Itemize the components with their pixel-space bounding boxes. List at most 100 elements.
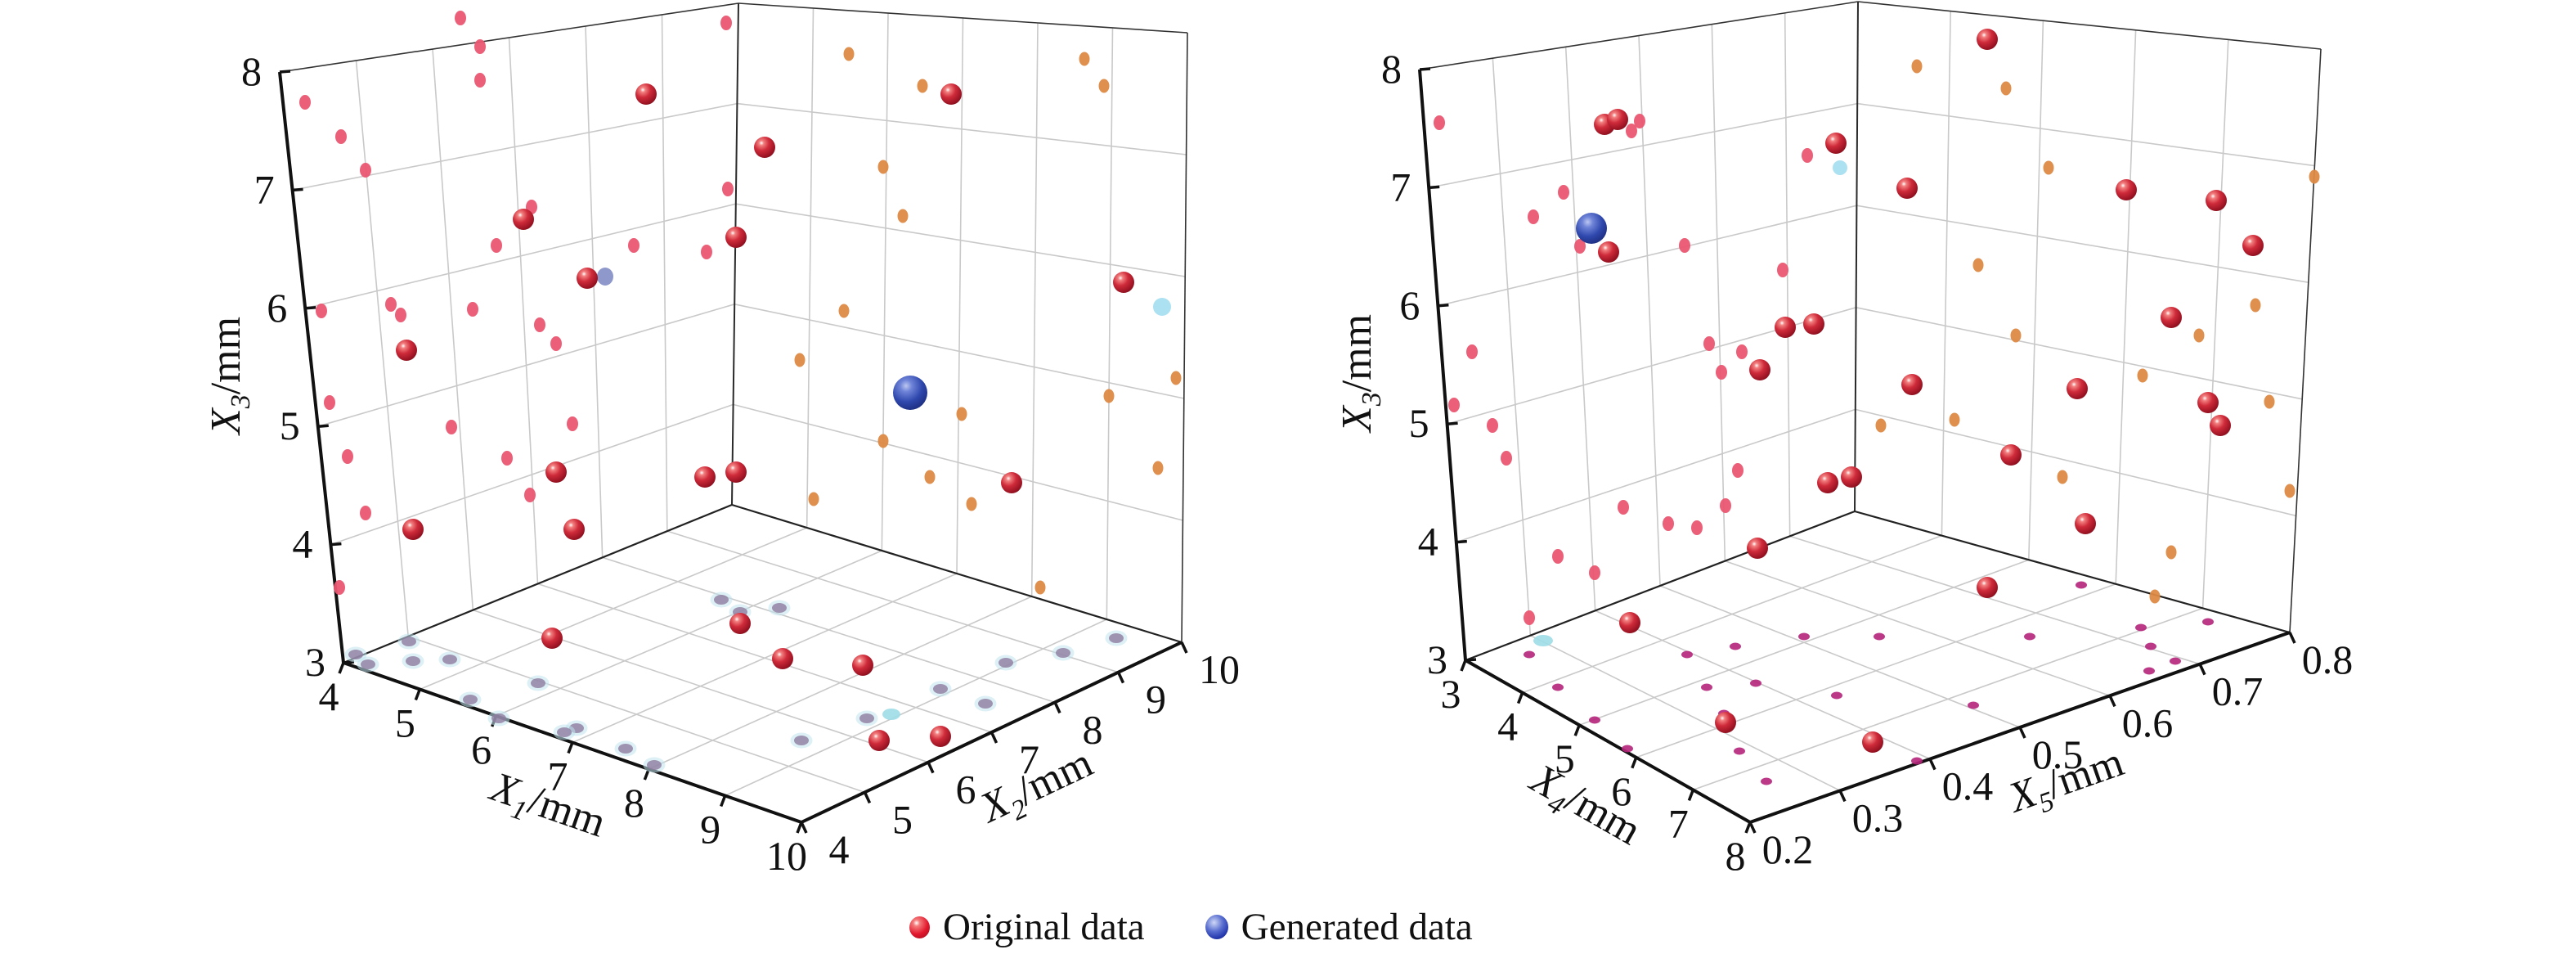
- original-proj-left-wall-point: [550, 336, 562, 351]
- original-proj-floor-point: [1056, 648, 1070, 658]
- original-data-spheres-point: [1825, 133, 1847, 154]
- original-proj-floor-point: [1109, 633, 1124, 643]
- original-proj-left-wall-point: [446, 420, 457, 434]
- grid-line: [330, 403, 734, 546]
- original-proj-right-wall-point: [1079, 52, 1090, 66]
- original-proj-floor-point: [1750, 679, 1761, 687]
- original-data-spheres-point: [1817, 472, 1838, 493]
- original-proj-right-wall-point: [1949, 412, 1960, 427]
- x-tick-label: 6: [471, 727, 491, 772]
- z-axis-title: X3/mm: [1334, 314, 1387, 434]
- original-proj-right-wall-point: [917, 79, 928, 93]
- original-proj-left-wall-point: [342, 449, 353, 464]
- grid-line: [881, 12, 889, 551]
- tick-mark: [2018, 727, 2026, 739]
- x-tick-label: 8: [624, 780, 644, 826]
- grid-line: [305, 203, 736, 309]
- original-data-spheres-point: [1598, 241, 1619, 263]
- tick-mark: [338, 662, 345, 674]
- original-proj-right-wall-point: [897, 209, 909, 223]
- original-proj-left-wall-point: [455, 11, 466, 25]
- original-proj-right-wall-point: [2000, 81, 2012, 96]
- z-axis: [1418, 69, 1467, 661]
- original-proj-floor-point: [933, 684, 948, 694]
- original-proj-right-wall-point: [924, 470, 936, 484]
- tick-mark: [330, 542, 342, 547]
- x-tick-label: 7: [1668, 800, 1689, 846]
- original-proj-floor-point: [2145, 642, 2156, 650]
- wall-fold-edge: [1854, 1, 1859, 512]
- right-edge: [2289, 48, 2322, 633]
- original-proj-floor-point: [618, 744, 633, 754]
- original-data-spheres-point: [930, 726, 951, 747]
- grid-right: [1429, 11, 2315, 792]
- original-proj-floor-point: [794, 736, 809, 745]
- original-proj-right-wall-point: [877, 160, 889, 174]
- generated-proj-left-wall-point: [597, 268, 613, 286]
- original-proj-left-wall-point: [1802, 148, 1813, 163]
- original-proj-left-wall-point: [1501, 451, 1512, 466]
- original-proj-right-wall-point: [1911, 59, 1923, 74]
- original-proj-floor-point: [647, 760, 662, 770]
- original-proj-floor-point: [531, 678, 545, 688]
- original-data-spheres-point: [2075, 513, 2096, 534]
- x-tick-label: 8: [1726, 833, 1746, 879]
- original-proj-left-wall-point: [1777, 263, 1788, 277]
- original-data-spheres-point: [1619, 612, 1640, 633]
- y-tick-label: 6: [956, 767, 976, 812]
- original-data-spheres-point: [2116, 179, 2137, 200]
- original-proj-left-wall-point: [701, 245, 712, 259]
- series-original-proj-floor: [344, 592, 1128, 773]
- series-original-proj-left-wall: [299, 11, 734, 595]
- original-proj-left-wall-point: [491, 238, 502, 253]
- original-proj-left-wall-point: [534, 317, 545, 332]
- original-proj-left-wall-point: [395, 308, 406, 322]
- series-original-proj-floor: [1524, 581, 2214, 785]
- original-proj-left-wall-point: [1634, 114, 1645, 128]
- original-proj-left-wall-point: [335, 129, 347, 144]
- series-original-data-spheres: [1594, 29, 2264, 753]
- original-data-spheres-point: [541, 628, 563, 649]
- original-data-spheres-point: [2206, 190, 2227, 211]
- original-proj-left-wall-point: [524, 488, 536, 502]
- original-data-spheres-point: [402, 519, 424, 540]
- tick-mark: [720, 794, 727, 808]
- original-proj-floor-point: [859, 713, 874, 723]
- original-proj-right-wall-point: [966, 497, 977, 511]
- tick-mark: [1748, 821, 1757, 834]
- original-data-marker-icon: [909, 916, 930, 938]
- series-generated-proj-floor: [1533, 635, 1553, 646]
- grid-line: [602, 556, 1056, 704]
- original-proj-right-wall-point: [2165, 545, 2177, 560]
- legend-item-original: Original data: [909, 905, 1145, 949]
- original-proj-right-wall-point: [2250, 298, 2261, 313]
- original-proj-left-wall-point: [1552, 549, 1564, 564]
- tick-mark: [2198, 663, 2206, 676]
- series-original-data-spheres: [396, 83, 1134, 751]
- grid-line: [1711, 24, 1726, 561]
- original-proj-floor-point: [1968, 701, 1979, 709]
- x-tick-label: 10: [766, 833, 807, 879]
- original-proj-left-wall-point: [1448, 398, 1460, 412]
- tick-mark: [1573, 724, 1581, 736]
- original-proj-left-wall-point: [1703, 336, 1715, 351]
- y-tick-label: 5: [892, 796, 913, 842]
- tick-mark: [1419, 67, 1431, 71]
- generated-proj-floor-point: [1533, 635, 1553, 646]
- grid-line: [735, 203, 1186, 277]
- tick-mark: [292, 187, 303, 192]
- original-data-spheres-point: [1862, 731, 1883, 753]
- grid-line: [317, 304, 735, 427]
- original-proj-left-wall-point: [1732, 463, 1744, 478]
- z-tick-label: 5: [280, 403, 300, 448]
- original-proj-floor-point: [1681, 650, 1693, 659]
- grid-line: [1529, 634, 1841, 792]
- original-proj-right-wall-point: [1875, 418, 1887, 433]
- y-tick-label: 8: [1083, 706, 1103, 752]
- series-original-proj-right-wall: [794, 47, 1182, 595]
- z-tick-label: 7: [254, 166, 275, 212]
- z-axis-title: X3/mm: [203, 317, 256, 436]
- y-tick-label: 0.2: [1762, 826, 1814, 872]
